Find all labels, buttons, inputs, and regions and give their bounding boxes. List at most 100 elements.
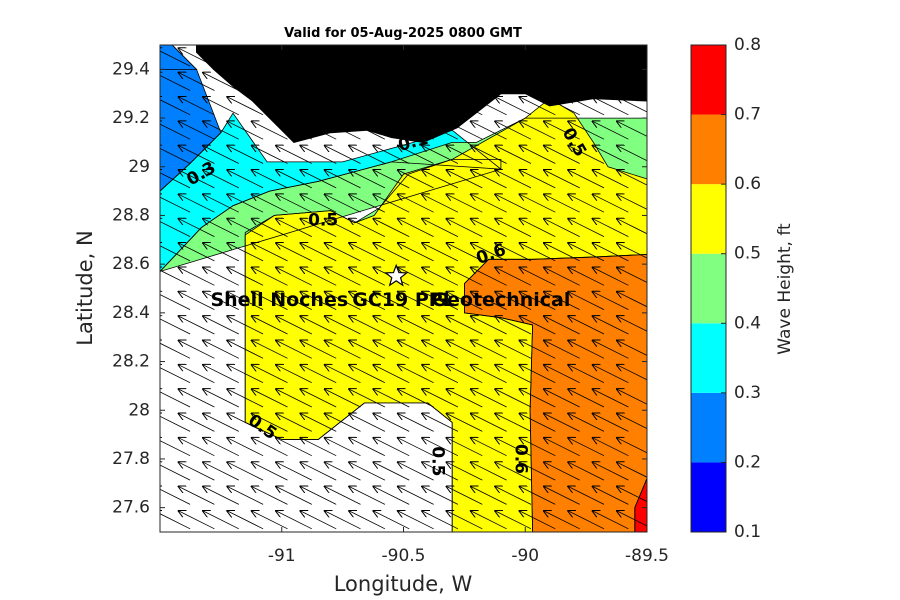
wave-arrow	[398, 194, 434, 213]
wave-arrow	[179, 511, 215, 530]
wave-arrow	[300, 365, 337, 384]
wave-arrow	[203, 414, 239, 432]
wave-arrow	[179, 340, 215, 359]
wave-arrow	[349, 121, 386, 140]
wave-arrow	[203, 340, 239, 359]
wave-arrow	[544, 365, 580, 384]
wave-arrow	[252, 170, 288, 189]
wave-arrow	[568, 365, 605, 384]
wave-arrow	[203, 267, 239, 286]
wave-arrow	[179, 219, 215, 237]
wave-arrow	[349, 438, 386, 457]
wave-arrow	[276, 170, 312, 189]
wave-arrow	[349, 316, 386, 335]
wave-arrow	[349, 511, 386, 530]
wave-arrow	[373, 219, 410, 237]
wave-arrow	[568, 146, 605, 164]
wave-arrow	[593, 48, 629, 67]
wave-arrow	[520, 121, 556, 140]
wave-arrow	[471, 194, 507, 213]
wave-arrow	[422, 243, 459, 262]
wave-arrow	[568, 316, 605, 335]
wave-arrow	[325, 48, 361, 67]
wave-arrow	[325, 243, 361, 262]
wave-arrow	[471, 316, 507, 335]
wave-arrow	[349, 48, 386, 67]
wave-arrow	[179, 194, 215, 213]
wave-arrow	[568, 292, 605, 310]
chart-title: Valid for 05-Aug-2025 0800 GMT	[284, 26, 522, 41]
wave-arrow	[398, 146, 434, 164]
wave-arrow	[495, 365, 532, 384]
wave-arrow	[422, 462, 459, 481]
wave-arrow	[227, 389, 264, 408]
colorbar-frame	[690, 44, 727, 533]
wave-arrow	[373, 292, 410, 310]
wave-arrow	[520, 267, 556, 286]
wave-arrow	[471, 389, 507, 408]
wave-arrow	[373, 462, 410, 481]
wave-arrow	[179, 48, 215, 67]
wave-arrow	[447, 511, 483, 530]
wave-arrow	[520, 438, 556, 457]
wave-arrow	[203, 316, 239, 335]
wave-arrow	[422, 292, 459, 310]
wave-arrow	[276, 340, 312, 359]
wave-arrow	[349, 170, 386, 189]
wave-arrow	[544, 121, 580, 140]
x-tick-label: -90	[511, 546, 539, 566]
wave-arrow	[398, 170, 434, 189]
wave-arrow	[471, 292, 507, 310]
wave-arrow	[276, 462, 312, 481]
wave-arrow	[300, 292, 337, 310]
wave-arrow	[495, 487, 532, 505]
wave-arrow	[495, 170, 532, 189]
wave-arrow	[252, 292, 288, 310]
star-icon	[384, 263, 409, 287]
wave-arrow	[422, 340, 459, 359]
contour-label: 0.5	[428, 446, 448, 476]
wave-arrow	[471, 487, 507, 505]
wave-arrow	[520, 146, 556, 164]
wave-arrow	[373, 414, 410, 432]
wave-arrow	[568, 511, 605, 530]
wave-arrow	[252, 146, 288, 164]
y-tick-label: 28.8	[112, 205, 150, 225]
wave-arrow	[422, 365, 459, 384]
wave-arrow	[276, 219, 312, 237]
wave-arrow	[349, 146, 386, 164]
wave-arrow	[520, 487, 556, 505]
wave-arrow	[252, 414, 288, 432]
y-tick-label: 27.8	[112, 449, 150, 469]
wave-arrow	[593, 414, 629, 432]
wave-arrow	[471, 121, 507, 140]
wave-arrow	[179, 146, 215, 164]
wave-arrow	[349, 194, 386, 213]
wave-arrow	[544, 48, 580, 67]
contour-band-0.6-0.7	[464, 254, 647, 532]
y-tick-label: 28	[128, 400, 150, 420]
wave-arrow	[447, 243, 483, 262]
wave-arrow	[398, 292, 434, 310]
wave-arrow	[252, 194, 288, 213]
colorbar-tick-label: 0.7	[734, 105, 761, 125]
wave-arrow	[544, 316, 580, 335]
wave-arrow	[252, 487, 288, 505]
wave-arrow	[422, 414, 459, 432]
wave-arrow	[398, 121, 434, 140]
colorbar-tick-label: 0.6	[734, 174, 761, 194]
x-tick-label: -90.5	[382, 546, 426, 566]
wave-arrow	[422, 267, 459, 286]
wave-arrow	[520, 97, 556, 116]
y-axis-label: Latitude, N	[73, 230, 97, 346]
wave-arrow	[300, 340, 337, 359]
wave-arrow	[447, 73, 483, 91]
wave-arrow	[520, 292, 556, 310]
wave-arrow	[593, 219, 629, 237]
wave-arrow	[593, 121, 629, 140]
wave-arrow	[300, 48, 337, 67]
wave-arrow	[252, 340, 288, 359]
wave-arrow	[227, 438, 264, 457]
wave-arrow	[203, 121, 239, 140]
colorbar-segment	[691, 323, 726, 393]
